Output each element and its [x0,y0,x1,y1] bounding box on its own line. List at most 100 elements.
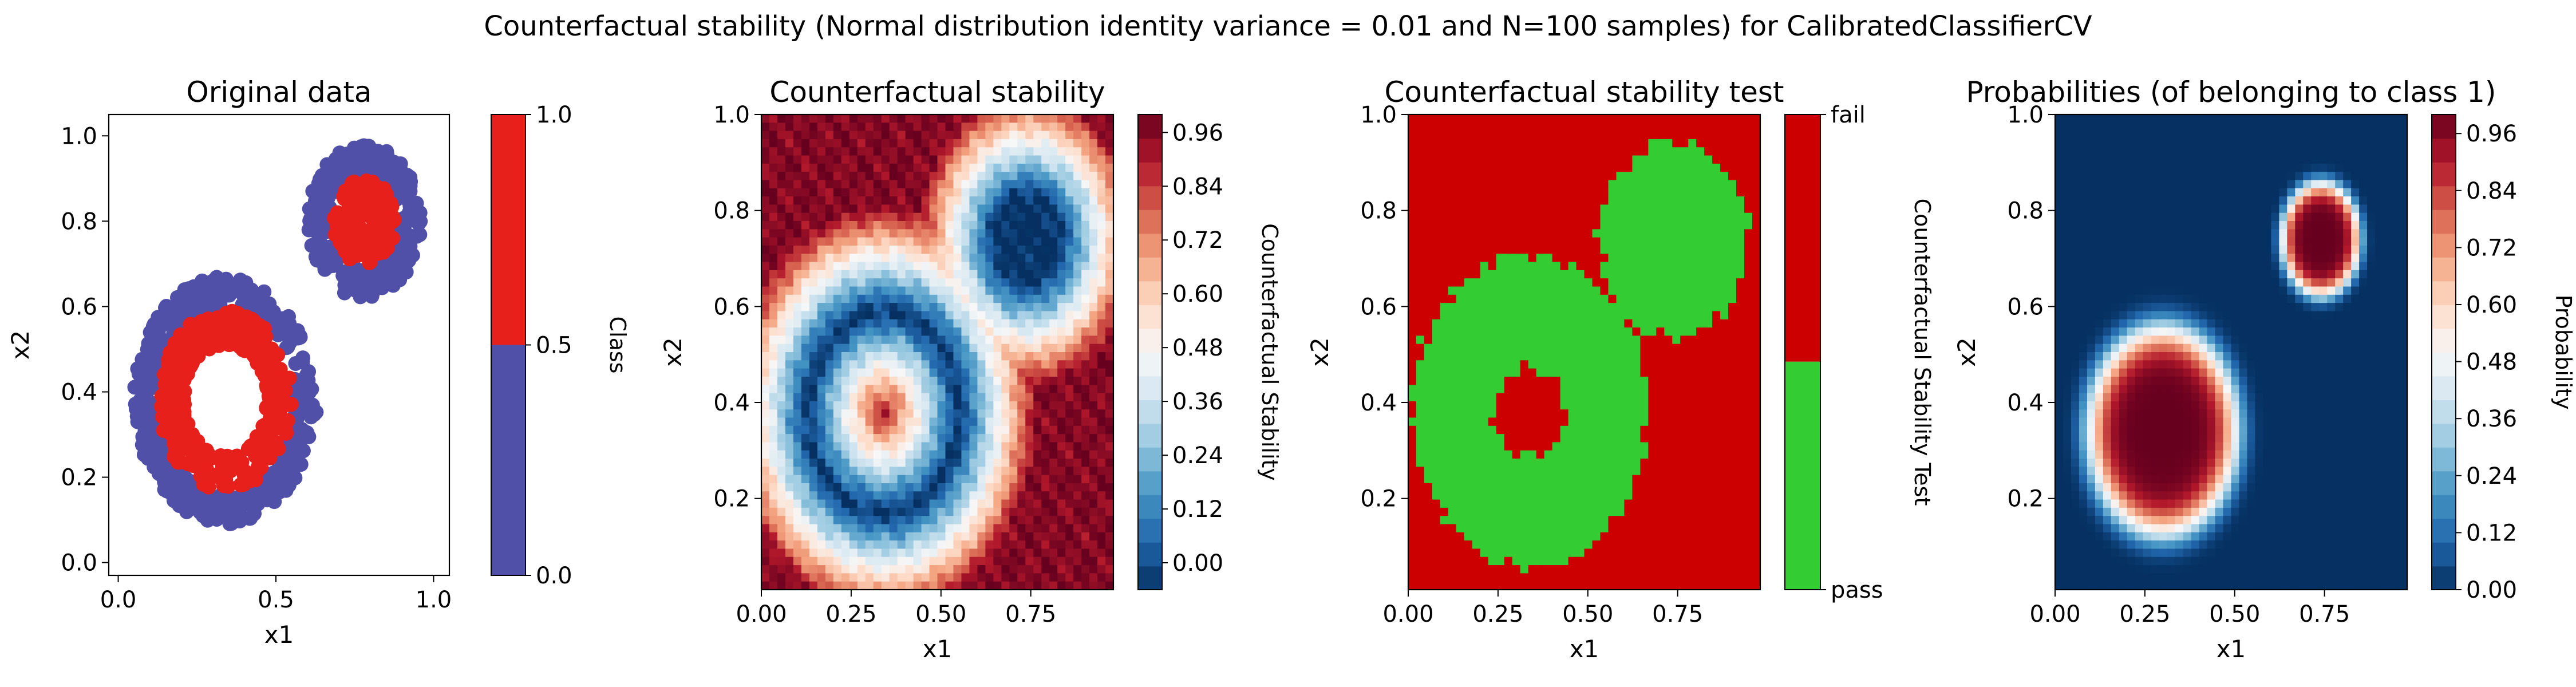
heatmap-cell [1033,278,1042,287]
heatmap-cell [1432,123,1441,132]
heatmap-cell [1001,180,1010,189]
heatmap-cell [857,425,866,435]
heatmap-cell [825,360,834,369]
heatmap-cell [1616,278,1625,287]
heatmap-cell [1584,270,1593,279]
heatmap-cell [1600,245,1609,255]
heatmap-cell [1464,237,1473,246]
colorbar-class-1 [491,114,526,345]
heatmap-cell [945,123,954,132]
heatmap-cell [897,434,906,443]
heatmap-cell [841,565,850,574]
heatmap-cell [1448,204,1457,214]
heatmap-cell [1089,311,1098,320]
heatmap-cell [1105,204,1114,214]
heatmap-cell [1664,147,1673,156]
heatmap-cell [1520,286,1529,295]
heatmap-cell [1592,163,1601,172]
heatmap-cell [833,262,842,271]
heatmap-cell [1057,139,1066,148]
heatmap-cell [913,237,922,246]
data-point [204,281,220,296]
heatmap-cell [833,245,842,255]
heatmap-cell [889,507,898,517]
heatmap-cell [873,417,882,427]
heatmap-cell [817,131,826,140]
heatmap-cell [921,147,930,156]
heatmap-cell [1065,573,1074,582]
heatmap-cell [929,172,938,181]
heatmap-cell [1464,221,1473,230]
data-point [282,370,297,386]
heatmap-cell [1424,212,1433,222]
heatmap-cell [801,524,810,533]
heatmap-cell [1496,286,1505,295]
heatmap-cell [1576,229,1585,238]
heatmap-cell [849,573,858,582]
heatmap-cell [833,499,842,508]
heatmap-cell [1696,139,1705,148]
data-point [320,241,335,256]
heatmap-cell [889,385,898,394]
heatmap-cell [937,237,946,246]
heatmap-cell [777,409,786,418]
heatmap-cell [977,204,986,214]
heatmap-cell [849,581,858,590]
heatmap-cell [1025,254,1034,263]
heatmap-cell [1648,172,1657,181]
heatmap-cell [969,229,978,238]
heatmap-cell [817,229,826,238]
heatmap-cell [1552,221,1561,230]
heatmap-cell [953,425,962,435]
heatmap-cell [1097,507,1106,517]
heatmap-cell [913,450,922,459]
heatmap-cell [809,270,818,279]
heatmap-cell [841,467,850,476]
heatmap-cell [809,581,818,590]
heatmap-cell [1073,450,1082,459]
heatmap-cell [1696,278,1705,287]
heatmap-cell [1672,155,1681,164]
heatmap-cell [897,368,906,377]
heatmap-cell [825,467,834,476]
heatmap-cell [857,270,866,279]
heatmap-cell [1632,254,1641,263]
heatmap-cell [841,393,850,402]
heatmap-cell [801,212,810,222]
heatmap-cell [977,229,986,238]
heatmap-cell [1057,425,1066,435]
heatmap-cell [1688,262,1697,271]
heatmap-cell [1592,196,1601,206]
data-point [388,164,403,179]
heatmap-cell [1696,303,1705,312]
heatmap-cell [945,467,954,476]
heatmap-cell [1664,131,1673,140]
heatmap-cell [1089,212,1098,222]
heatmap-cell [945,524,954,533]
heatmap-cell [1744,221,1753,230]
heatmap-cell [1057,221,1066,230]
heatmap-cell [1089,409,1098,418]
heatmap-cell [825,483,834,492]
heatmap-cell [1025,204,1034,214]
heatmap-cell [881,212,890,222]
heatmap-cell [1081,516,1090,525]
heatmap-cell [1488,311,1497,320]
heatmap-cell [993,425,1002,435]
heatmap-cell [777,368,786,377]
heatmap-cell [937,139,946,148]
heatmap-cell [1001,147,1010,156]
heatmap-cell [1608,262,1617,271]
heatmap-cell [937,229,946,238]
heatmap-cell [825,335,834,345]
heatmap-cell [881,221,890,230]
heatmap-cell [817,491,826,500]
heatmap-cell [937,376,946,386]
heatmap-cell [1448,294,1457,303]
heatmap-cell [865,459,874,468]
heatmap-cell [1512,163,1521,172]
heatmap-cell [929,548,938,558]
heatmap-cell [1432,254,1441,263]
heatmap-cell [897,459,906,468]
heatmap-cell [1432,131,1441,140]
